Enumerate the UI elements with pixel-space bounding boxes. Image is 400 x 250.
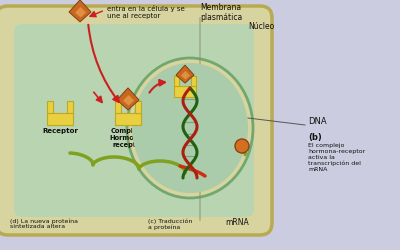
Polygon shape	[69, 0, 91, 22]
Polygon shape	[115, 113, 141, 125]
Text: Núcleo: Núcleo	[248, 22, 274, 31]
Polygon shape	[135, 101, 141, 113]
Text: Membrana
plasmática: Membrana plasmática	[200, 3, 242, 22]
Polygon shape	[67, 101, 73, 113]
FancyBboxPatch shape	[0, 6, 272, 235]
FancyBboxPatch shape	[14, 24, 254, 217]
Text: (d) La nueva proteína
sintetizada altera: (d) La nueva proteína sintetizada altera	[10, 218, 78, 229]
Polygon shape	[181, 71, 190, 80]
Polygon shape	[117, 88, 139, 110]
Ellipse shape	[132, 63, 248, 193]
Polygon shape	[47, 101, 53, 113]
Polygon shape	[123, 95, 134, 106]
Polygon shape	[174, 86, 196, 97]
Ellipse shape	[127, 58, 253, 198]
Text: El complejo
hormona-receptor
activa la
transcripción del
mRNA: El complejo hormona-receptor activa la t…	[308, 143, 365, 172]
Text: Receptor: Receptor	[42, 128, 78, 134]
Polygon shape	[75, 7, 86, 18]
Polygon shape	[47, 113, 73, 125]
Circle shape	[235, 139, 249, 153]
Text: mRNA: mRNA	[225, 218, 249, 227]
Text: entra en la célula y se: entra en la célula y se	[107, 5, 185, 12]
Text: Complejo
Hormona-
receptor: Complejo Hormona- receptor	[110, 128, 146, 148]
Text: (b): (b)	[308, 133, 322, 142]
Polygon shape	[176, 65, 194, 83]
Polygon shape	[115, 101, 121, 113]
Text: (c) Traducción
a proteína: (c) Traducción a proteína	[148, 218, 192, 230]
Polygon shape	[191, 76, 196, 86]
Text: DNA: DNA	[308, 118, 327, 126]
Polygon shape	[174, 76, 179, 86]
Text: une al receptor: une al receptor	[107, 13, 160, 19]
